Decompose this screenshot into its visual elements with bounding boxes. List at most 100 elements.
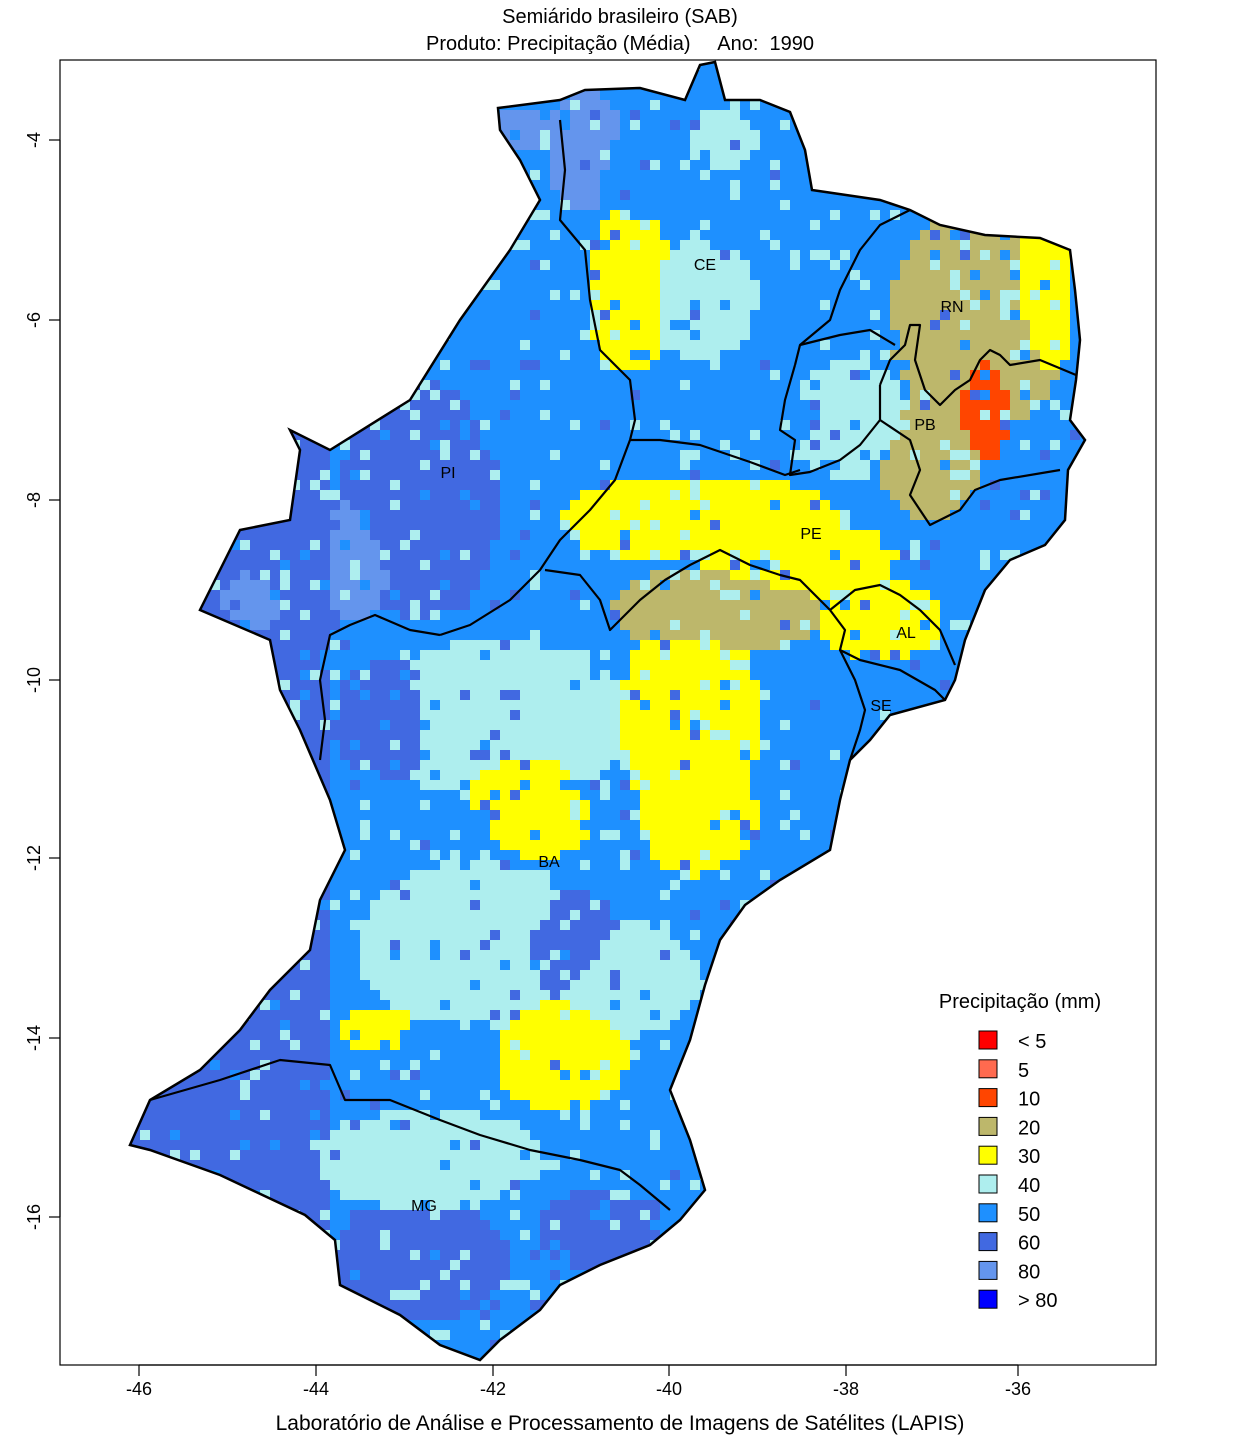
raster-cell [970,540,980,550]
raster-cell [1020,420,1030,430]
raster-cell [360,480,370,490]
raster-cell [940,390,950,400]
raster-cell [1080,290,1085,300]
raster-cell [770,160,780,170]
raster-cell [470,130,480,140]
raster-cell [450,510,460,520]
raster-cell [510,200,520,210]
raster-cell [630,400,640,410]
raster-cell [360,540,370,550]
raster-cell [640,530,650,540]
raster-cell [390,350,400,360]
raster-cell [950,280,960,290]
raster-cell [140,350,150,360]
raster-cell [570,200,580,210]
raster-cell [820,210,830,220]
raster-cell [430,400,440,410]
raster-cell [270,360,280,370]
raster-cell [710,400,720,410]
raster-cell [250,380,260,390]
raster-cell [300,70,310,80]
raster-cell [660,290,670,300]
raster-cell [860,490,870,500]
raster-cell [850,320,860,330]
raster-cell [740,440,750,450]
raster-cell [430,62,440,70]
raster-cell [880,130,890,140]
raster-cell [970,320,980,330]
raster-cell [800,310,810,320]
raster-cell [340,190,350,200]
raster-cell [450,410,460,420]
raster-cell [1010,310,1020,320]
raster-cell [280,570,290,580]
raster-cell [360,360,370,370]
raster-cell [720,230,730,240]
raster-cell [690,140,700,150]
raster-cell [410,200,420,210]
raster-cell [1060,130,1070,140]
raster-cell [710,240,720,250]
raster-cell [940,560,950,570]
raster-cell [840,560,850,570]
raster-cell [640,540,650,550]
raster-cell [630,430,640,440]
raster-cell [850,70,860,80]
raster-cell [440,310,450,320]
raster-cell [210,420,220,430]
raster-cell [1030,390,1040,400]
raster-cell [870,530,880,540]
raster-cell [140,340,150,350]
raster-cell [590,420,600,430]
raster-cell [700,320,710,330]
raster-cell [720,100,730,110]
raster-cell [870,330,880,340]
raster-cell [380,540,390,550]
raster-cell [360,210,370,220]
raster-cell [1060,120,1070,130]
raster-cell [870,210,880,220]
raster-cell [570,160,580,170]
raster-cell [1000,180,1010,190]
raster-cell [910,280,920,290]
raster-cell [1080,310,1085,320]
raster-cell [520,120,530,130]
raster-cell [370,100,380,110]
raster-cell [400,450,410,460]
raster-cell [680,420,690,430]
raster-cell [540,420,550,430]
raster-cell [950,90,960,100]
raster-cell [210,410,220,420]
raster-cell [440,250,450,260]
raster-cell [340,180,350,190]
raster-cell [390,370,400,380]
raster-cell [1020,380,1030,390]
raster-cell [320,340,330,350]
raster-cell [1070,150,1080,160]
raster-cell [1050,350,1060,360]
raster-cell [460,540,470,550]
raster-cell [940,180,950,190]
raster-cell [1060,440,1070,450]
raster-cell [690,380,700,390]
raster-cell [660,230,670,240]
raster-cell [130,230,140,240]
raster-cell [620,120,630,130]
raster-cell [230,490,240,500]
raster-cell [150,480,160,490]
raster-cell [400,390,410,400]
raster-cell [170,560,180,570]
raster-cell [490,410,500,420]
raster-cell [660,530,670,540]
raster-cell [460,400,470,410]
raster-cell [1070,140,1080,150]
raster-cell [980,540,990,550]
raster-cell [1020,250,1030,260]
raster-cell [1060,350,1070,360]
raster-cell [720,120,730,130]
raster-cell [280,120,290,130]
raster-cell [760,150,770,160]
raster-cell [720,330,730,340]
raster-cell [220,70,230,80]
raster-cell [1000,200,1010,210]
